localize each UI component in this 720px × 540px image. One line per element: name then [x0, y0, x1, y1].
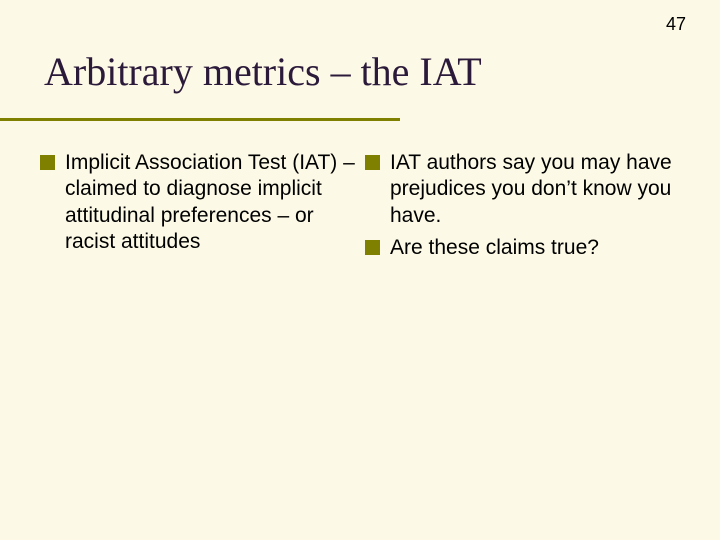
left-column: Implicit Association Test (IAT) – claime… [40, 150, 355, 267]
slide-title: Arbitrary metrics – the IAT [44, 48, 482, 95]
right-column: IAT authors say you may have prejudices … [365, 150, 680, 267]
bullet-text: Are these claims true? [390, 235, 599, 261]
content-area: Implicit Association Test (IAT) – claime… [40, 150, 680, 267]
list-item: Implicit Association Test (IAT) – claime… [40, 150, 355, 255]
bullet-text: Implicit Association Test (IAT) – claime… [65, 150, 355, 255]
bullet-square-icon [40, 155, 55, 170]
slide: 47 Arbitrary metrics – the IAT Implicit … [0, 0, 720, 540]
bullet-square-icon [365, 240, 380, 255]
list-item: Are these claims true? [365, 235, 680, 261]
title-underline [0, 118, 400, 121]
bullet-square-icon [365, 155, 380, 170]
list-item: IAT authors say you may have prejudices … [365, 150, 680, 229]
page-number: 47 [666, 14, 686, 35]
bullet-text: IAT authors say you may have prejudices … [390, 150, 680, 229]
